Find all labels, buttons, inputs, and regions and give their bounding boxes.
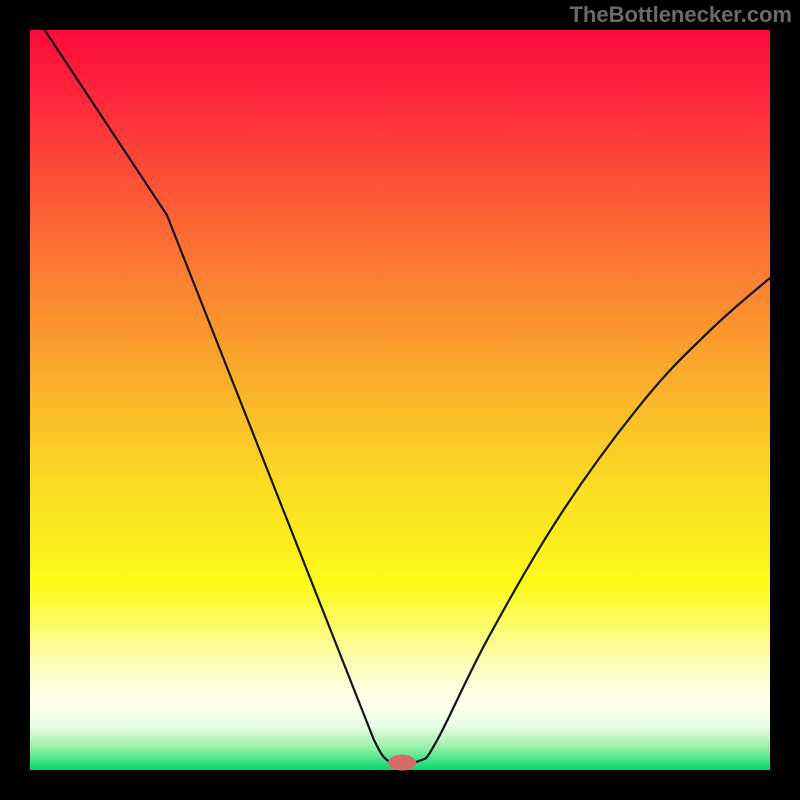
gradient-background xyxy=(30,30,770,770)
bottleneck-chart xyxy=(0,0,800,800)
watermark-text: TheBottlenecker.com xyxy=(569,2,792,28)
optimal-marker xyxy=(388,755,416,771)
